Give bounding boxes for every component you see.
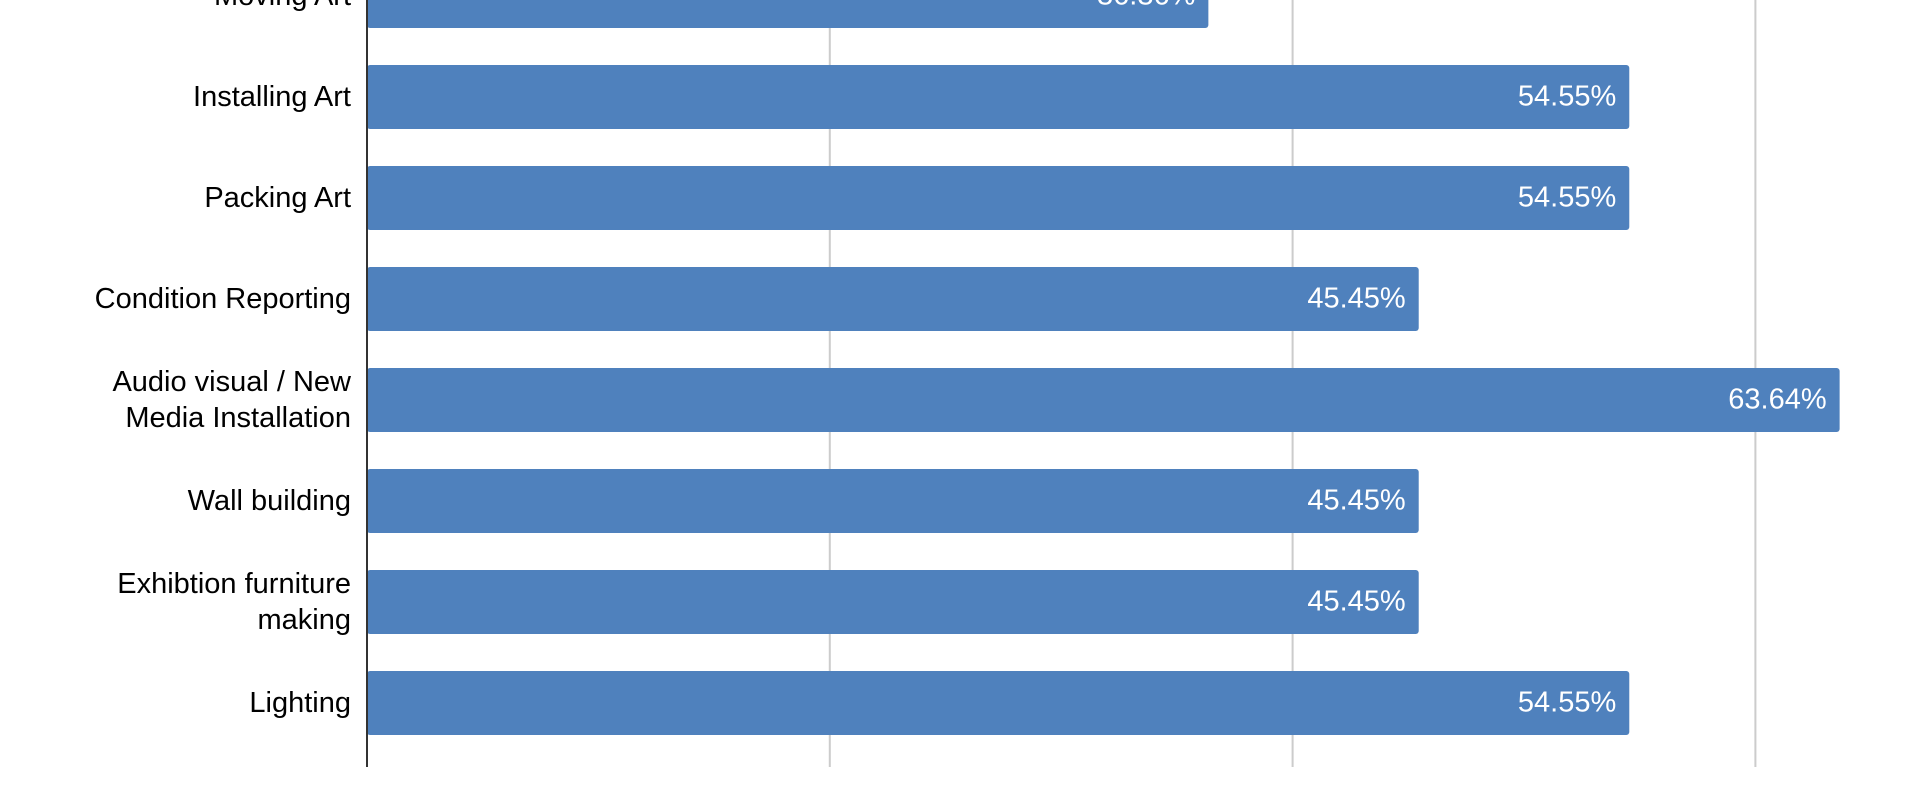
bar bbox=[367, 570, 1419, 634]
bar bbox=[367, 469, 1419, 533]
value-label: 36.36% bbox=[1097, 0, 1195, 12]
bar bbox=[367, 671, 1630, 735]
y-tick-label: Audio visual / New Media Installation bbox=[112, 366, 351, 434]
y-tick-label: Packing Art bbox=[204, 182, 351, 214]
y-tick-label: Lighting bbox=[249, 687, 351, 719]
y-tick-label: Wall building bbox=[187, 485, 351, 517]
bar bbox=[367, 267, 1419, 331]
value-label: 45.45% bbox=[1307, 586, 1405, 618]
value-label: 54.55% bbox=[1518, 687, 1616, 719]
value-label: 63.64% bbox=[1728, 384, 1826, 416]
value-label: 45.45% bbox=[1307, 283, 1405, 315]
value-label: 54.55% bbox=[1518, 182, 1616, 214]
bar bbox=[367, 0, 1209, 28]
y-tick-label: Condition Reporting bbox=[94, 283, 351, 315]
bar bbox=[367, 368, 1840, 432]
bar bbox=[367, 65, 1630, 129]
value-label: 54.55% bbox=[1518, 81, 1616, 113]
y-tick-label: Moving Art bbox=[51, 0, 351, 14]
y-tick-label: Exhibtion furniture making bbox=[117, 568, 351, 636]
bar bbox=[367, 166, 1630, 230]
value-label: 45.45% bbox=[1307, 485, 1405, 517]
y-tick-label: Installing Art bbox=[193, 81, 351, 113]
